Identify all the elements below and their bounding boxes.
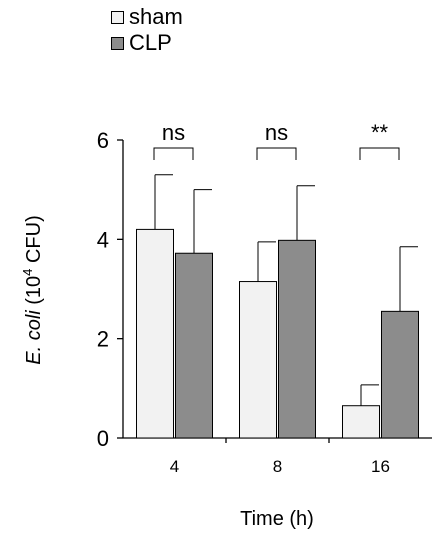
- x-axis-title: Time (h): [240, 508, 314, 530]
- bar-clp-4: [175, 252, 213, 439]
- significance-label: ns: [162, 120, 185, 145]
- y-tick-label: 6: [97, 128, 109, 153]
- y-axis-title-italic: E. coli: [23, 310, 45, 365]
- legend-swatch-sham: [111, 10, 124, 24]
- y-axis-title: E. coli (104 CFU): [20, 215, 45, 365]
- legend: sham CLP: [111, 4, 183, 56]
- legend-label-sham: sham: [129, 4, 183, 29]
- bar-clp-8: [278, 239, 316, 439]
- y-axis-title-tail: CFU): [23, 215, 45, 268]
- bars: [136, 147, 419, 439]
- x-tick-label: 16: [371, 457, 390, 476]
- bar-sham-8: [239, 281, 277, 439]
- legend-item-sham: sham: [111, 4, 183, 30]
- significance-bracket: [153, 147, 194, 160]
- y-axis-title-plain: (10: [23, 276, 45, 310]
- labels: 0 2 4 6 ns 4 ns 8 ** 16: [97, 120, 390, 476]
- bar-clp-16: [381, 310, 419, 439]
- x-tick-label: 8: [273, 457, 282, 476]
- y-tick-label: 4: [97, 227, 109, 252]
- axes: [117, 139, 432, 443]
- bar-sham-4: [136, 228, 174, 439]
- y-tick-label: 2: [97, 327, 109, 352]
- y-tick-label: 0: [97, 426, 109, 451]
- legend-item-clp: CLP: [111, 30, 183, 56]
- significance-label: **: [371, 120, 389, 145]
- significance-label: ns: [265, 120, 288, 145]
- bar-sham-16: [342, 405, 380, 439]
- legend-swatch-clp: [111, 36, 124, 50]
- significance-bracket: [256, 147, 297, 160]
- significance-bracket: [359, 147, 400, 160]
- x-tick-label: 4: [170, 457, 179, 476]
- legend-label-clp: CLP: [129, 30, 172, 55]
- y-axis-title-sup: 4: [20, 269, 35, 276]
